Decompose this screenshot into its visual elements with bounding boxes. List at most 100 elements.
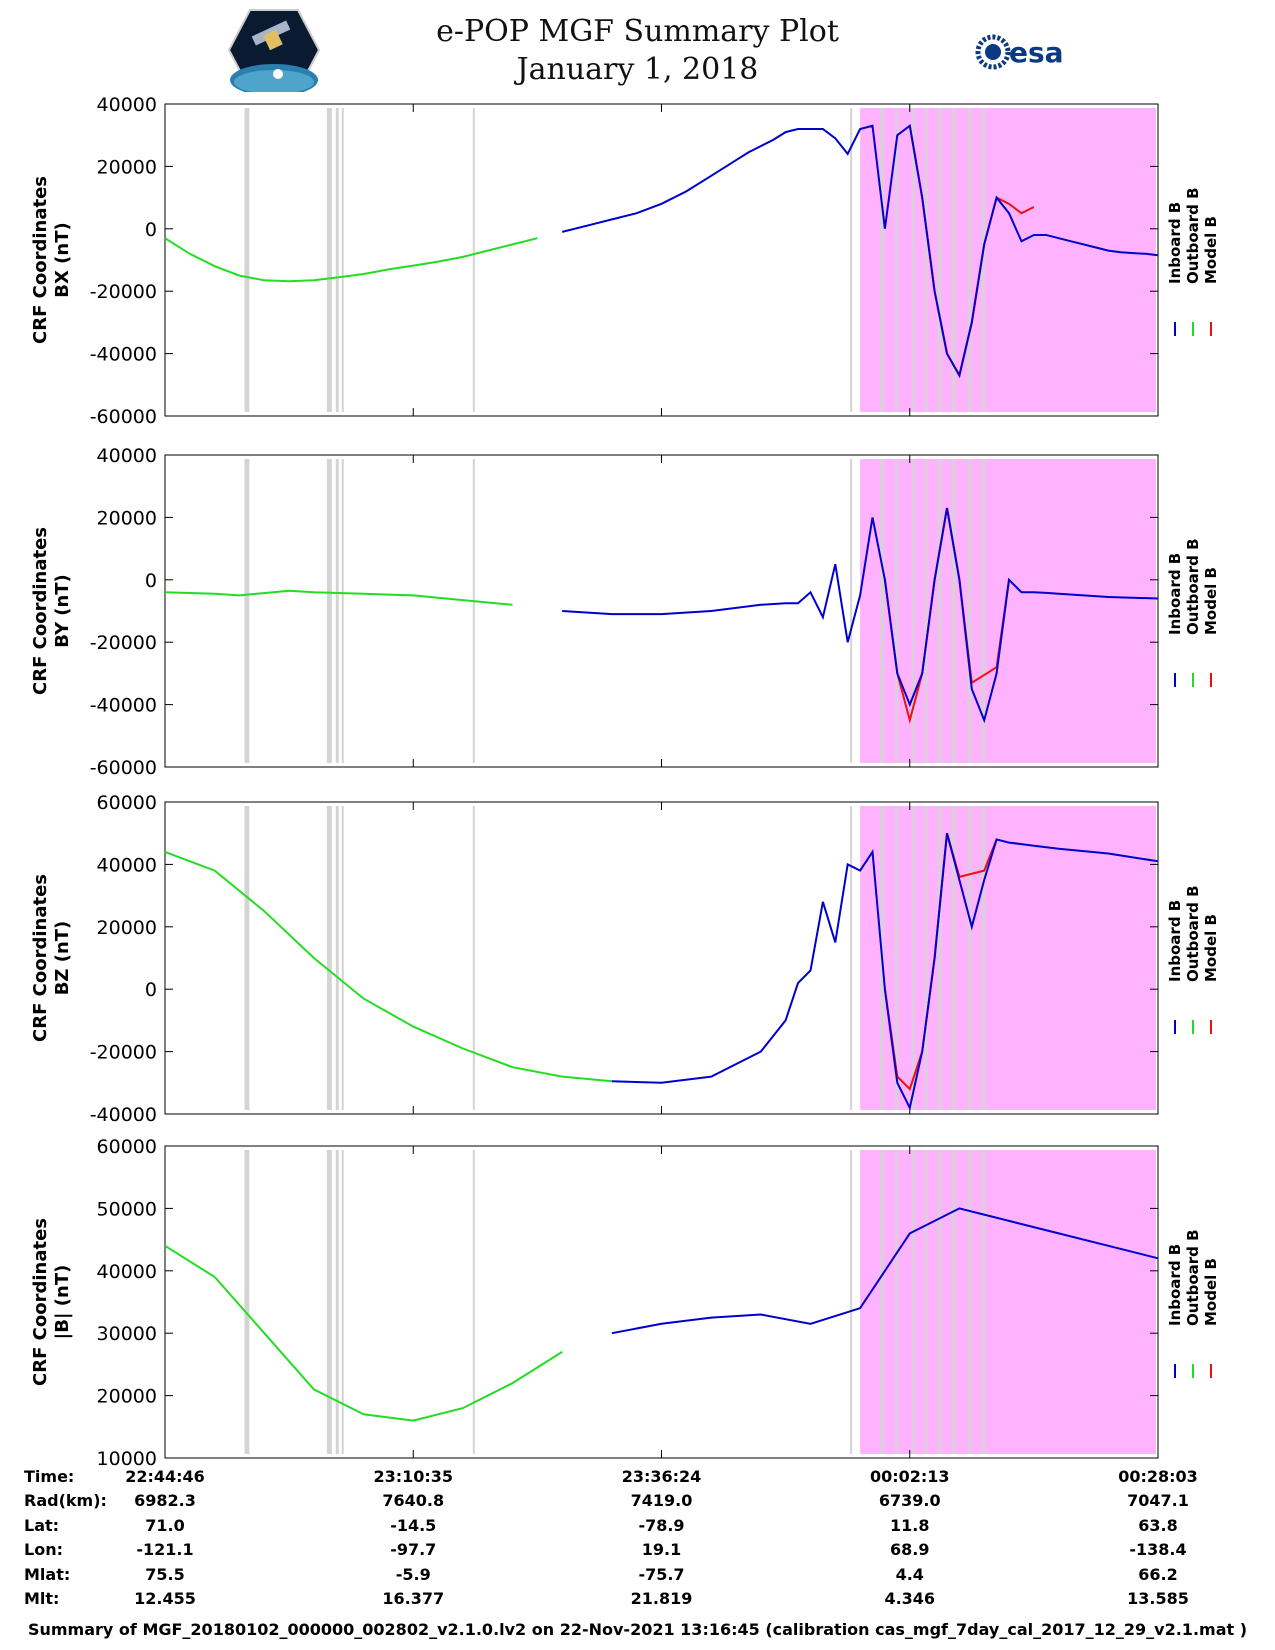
chart-panel-1: 40000 20000 0 -20000 -40000 -60000 CRF Coordin…: [30, 94, 1220, 428]
info-value: -121.1: [136, 1540, 193, 1559]
y-tick-label: 40000: [97, 1261, 157, 1283]
data-gap-band: [879, 108, 884, 412]
info-row-label: Mlat:: [24, 1565, 70, 1584]
info-value: 66.2: [1138, 1565, 1177, 1584]
info-value: 71.0: [145, 1516, 184, 1535]
chart-panel-4: 60000 50000 40000 30000 20000 10000 CRF Coordi…: [30, 1136, 1220, 1470]
shaded-region: [860, 459, 1156, 763]
data-gap-band: [879, 1150, 884, 1454]
info-value: 12.455: [134, 1589, 196, 1608]
info-value: -97.7: [390, 1540, 436, 1559]
data-gap-band: [951, 1150, 956, 1454]
y-tick-label: -20000: [90, 1042, 157, 1064]
y-axis-label: CRF Coordinates|B| (nT): [30, 1218, 73, 1386]
y-tick-label: -60000: [90, 406, 157, 428]
info-value: 23:10:35: [373, 1467, 453, 1486]
info-value: 68.9: [890, 1540, 929, 1559]
info-row-label: Lat:: [24, 1516, 59, 1535]
data-gap-band: [894, 108, 898, 412]
data-gap-band: [894, 459, 898, 763]
info-value: 4.346: [884, 1589, 935, 1608]
chart-panel-3: 60000 40000 20000 0 -20000 -40000 CRF Coordina…: [30, 792, 1220, 1126]
data-gap-band: [894, 1150, 898, 1454]
data-gap-band: [967, 459, 972, 763]
shaded-region: [860, 806, 1156, 1110]
info-value: 23:36:24: [622, 1467, 702, 1486]
info-row-label: Mlt:: [24, 1589, 59, 1608]
data-gap-band: [911, 1150, 915, 1454]
data-gap-band: [326, 806, 332, 1110]
y-tick-label: -40000: [90, 695, 157, 717]
info-value: 63.8: [1138, 1516, 1177, 1535]
data-gap-band: [335, 1150, 339, 1454]
info-row-label: Time:: [24, 1467, 74, 1486]
data-gap-band: [244, 1150, 250, 1454]
data-gap-band: [341, 806, 344, 1110]
info-value: 00:28:03: [1118, 1467, 1198, 1486]
y-tick-label: 0: [145, 219, 157, 241]
y-tick-label: 40000: [97, 854, 157, 876]
info-row-label: Rad(km):: [24, 1491, 107, 1510]
data-gap-band: [850, 1150, 853, 1454]
legend-model: Model B: [1202, 914, 1220, 982]
legend-outboard: Outboard B: [1184, 538, 1202, 635]
data-gap-band: [326, 108, 332, 412]
data-gap-band: [850, 459, 853, 763]
legend-inboard: Inboard B: [1166, 900, 1184, 982]
legend-inboard: Inboard B: [1166, 1244, 1184, 1326]
y-tick-label: -60000: [90, 757, 157, 779]
series-inboard-b: [611, 832, 1159, 1111]
y-tick-label: 30000: [97, 1323, 157, 1345]
data-gap-band: [967, 806, 972, 1110]
info-value: 13.585: [1127, 1589, 1189, 1608]
legend-outboard: Outboard B: [1184, 885, 1202, 982]
cassiope-logo-icon: [228, 9, 320, 92]
data-gap-band: [911, 459, 915, 763]
info-value: 6739.0: [879, 1491, 941, 1510]
data-gap-band: [341, 1150, 344, 1454]
legend-inboard: Inboard B: [1166, 202, 1184, 284]
y-tick-label: 20000: [97, 156, 157, 178]
data-gap-band: [850, 108, 853, 412]
info-value: 7640.8: [382, 1491, 444, 1510]
series-outboard-b: [164, 850, 612, 1083]
legend-model: Model B: [1202, 567, 1220, 635]
y-tick-label: 40000: [97, 94, 157, 116]
data-gap-band: [981, 806, 986, 1110]
info-value: 19.1: [642, 1540, 681, 1559]
y-axis-label: CRF CoordinatesBZ (nT): [30, 874, 73, 1042]
y-tick-label: -20000: [90, 632, 157, 654]
info-value: -14.5: [390, 1516, 436, 1535]
data-gap-band: [951, 108, 956, 412]
data-gap-band: [472, 806, 475, 1110]
data-gap-band: [472, 1150, 475, 1454]
info-value: -138.4: [1129, 1540, 1186, 1559]
data-gap-band: [244, 108, 250, 412]
data-gap-band: [924, 1150, 928, 1454]
data-gap-band: [244, 459, 250, 763]
data-gap-band: [472, 459, 475, 763]
data-gap-band: [472, 108, 475, 412]
info-value: 7047.1: [1127, 1491, 1189, 1510]
data-gap-band: [850, 806, 853, 1110]
y-tick-label: 20000: [97, 507, 157, 529]
y-tick-label: -40000: [90, 344, 157, 366]
legend-inboard: Inboard B: [1166, 553, 1184, 635]
data-gap-band: [937, 806, 942, 1110]
data-gap-band: [244, 806, 250, 1110]
info-value: 75.5: [145, 1565, 184, 1584]
y-axis-label: CRF CoordinatesBX (nT): [30, 176, 73, 344]
series-inboard-b: [562, 507, 1159, 724]
data-gap-band: [937, 108, 942, 412]
orbit-info-table: Time: Rad(km): Lat: Lon: Mlat: Mlt: 22:44:46 69…: [24, 1467, 1198, 1608]
chart-panel-2: 40000 20000 0 -20000 -40000 -60000 CRF Coordin…: [30, 445, 1220, 779]
info-value: -75.7: [638, 1565, 684, 1584]
data-gap-band: [879, 459, 884, 763]
info-value: 00:02:13: [870, 1467, 950, 1486]
legend-model: Model B: [1202, 1258, 1220, 1326]
shaded-region: [860, 1150, 1156, 1454]
data-gap-band: [981, 1150, 986, 1454]
info-value: 6982.3: [134, 1491, 196, 1510]
data-gap-band: [951, 459, 956, 763]
plot-date: January 1, 2018: [516, 52, 759, 87]
